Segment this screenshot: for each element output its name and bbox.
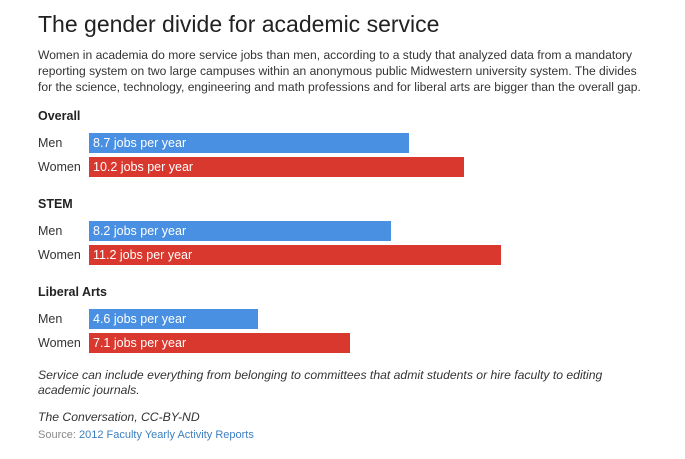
bar-women: 11.2 jobs per year [89,245,501,265]
chart-title: The gender divide for academic service [38,11,440,37]
source-prefix: Source: [38,429,76,441]
bar-value-label: 7.1 jobs per year [93,336,187,350]
row-label-women: Women [38,336,81,350]
bar-value-label: 8.2 jobs per year [93,224,187,238]
bar-men: 4.6 jobs per year [89,309,258,329]
bar-value-label: 10.2 jobs per year [93,160,194,174]
source-line: Source: 2012 Faculty Yearly Activity Rep… [38,429,254,441]
chart-description: Women in academia do more service jobs t… [38,48,641,94]
bar-women: 7.1 jobs per year [89,333,350,353]
row-label-men: Men [38,312,63,326]
bar-value-label: 11.2 jobs per year [93,248,193,262]
group-title-stem: STEM [38,197,73,211]
source-link[interactable]: 2012 Faculty Yearly Activity Reports [78,429,254,441]
bar-women: 10.2 jobs per year [89,157,464,177]
bar-value-label: 8.7 jobs per year [93,136,187,150]
row-label-women: Women [38,248,81,262]
bar-value-label: 4.6 jobs per year [93,312,187,326]
row-label-women: Women [38,160,81,174]
footnote: Service can include everything from belo… [38,368,603,397]
bar-men: 8.2 jobs per year [89,221,391,241]
row-label-men: Men [38,224,63,238]
bar-men: 8.7 jobs per year [89,133,409,153]
group-title-overall: Overall [38,109,81,123]
credit-line: The Conversation, CC-BY-ND [38,410,200,424]
group-title-liberal-arts: Liberal Arts [38,285,108,299]
row-label-men: Men [38,136,63,150]
